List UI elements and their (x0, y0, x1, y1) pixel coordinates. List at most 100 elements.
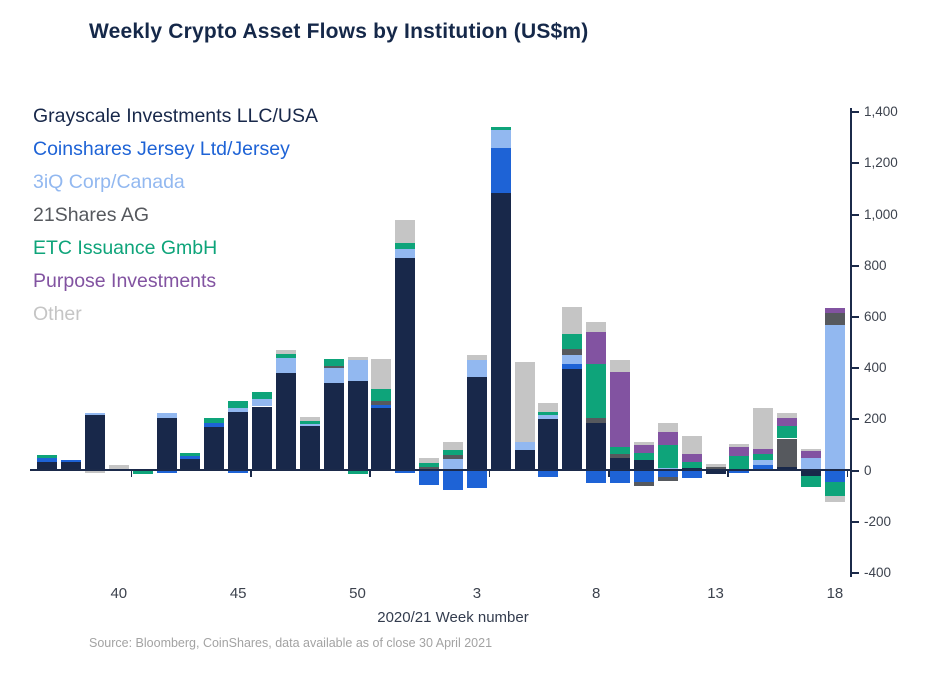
bar-segment-week-15-purpose (753, 448, 774, 454)
bar-segment-week-17-other (801, 448, 822, 452)
source-note: Source: Bloomberg, CoinShares, data avai… (89, 636, 493, 650)
bar-segment-week-2-coinshares (442, 470, 463, 490)
bar-segment-week-45-grayscale (228, 411, 249, 471)
bar-segment-week-41-etc (132, 470, 153, 475)
y-tick-label-1,400: 1,400 (864, 104, 898, 120)
bar-segment-week-38-coinshares (61, 460, 82, 462)
bar-segment-week-4-coinshares (490, 147, 511, 193)
x-tick-18 (846, 471, 849, 477)
y-tick-200 (851, 418, 859, 421)
bar-segment-week-38-grayscale (61, 461, 82, 471)
y-tick-1,200 (851, 162, 859, 165)
bar-segment-week-13-grayscale (705, 470, 726, 475)
bar-segment-week-8-coinshares (586, 470, 607, 484)
x-tick-40 (130, 471, 133, 477)
bar-segment-week-39-other (84, 470, 105, 474)
bar-segment-week-4-3iq (490, 130, 511, 148)
bar-segment-week-10-grayscale (633, 460, 654, 471)
bar-segment-week-11-other (657, 423, 678, 433)
bar-segment-week-17-3iq (801, 457, 822, 471)
bar-segment-week-10-coinshares (633, 470, 654, 483)
bar-segment-week-50-etc (347, 470, 368, 475)
bar-segment-week-10-21shares (633, 482, 654, 486)
bar-segment-week-37-grayscale (37, 461, 58, 471)
bar-segment-week-8-purpose (586, 332, 607, 365)
legend-item-etc: ETC Issuance GmbH (33, 237, 218, 259)
legend-item-3iq: 3iQ Corp/Canada (33, 171, 185, 193)
bar-segment-week-9-grayscale (610, 457, 631, 471)
bar-segment-week-52-coinshares (395, 470, 416, 474)
bar-segment-week-46-3iq (252, 398, 273, 407)
bar-segment-week-14-other (729, 443, 750, 448)
bar-segment-week-2-3iq (442, 458, 463, 471)
bar-segment-week-6-coinshares (538, 470, 559, 477)
y-tick-800 (851, 264, 859, 267)
bar-segment-week-9-etc (610, 447, 631, 454)
x-tick-label-8: 8 (592, 585, 601, 602)
bar-segment-week-3-coinshares (466, 470, 487, 489)
bar-segment-week-3-3iq (466, 360, 487, 378)
x-tick-50 (369, 471, 372, 477)
bar-segment-week-14-coinshares (729, 470, 750, 474)
y-tick-label-400: 400 (864, 360, 887, 376)
x-tick-label-18: 18 (826, 585, 844, 602)
bar-segment-week-45-coinshares (228, 470, 249, 474)
bar-segment-week-44-etc (204, 418, 225, 424)
y-tick-label-200: 200 (864, 411, 887, 427)
bar-segment-week-12-purpose (681, 453, 702, 462)
bar-segment-week-39-3iq (84, 412, 105, 416)
bar-segment-week-43-grayscale (180, 458, 201, 471)
y-tick-label--200: -200 (864, 513, 892, 529)
bar-segment-week-10-etc (633, 452, 654, 461)
bar-segment-week-13-other (705, 464, 726, 467)
bar-segment-week-2-other (442, 442, 463, 450)
bar-segment-week-17-grayscale (801, 470, 822, 476)
bar-segment-week-43-coinshares (180, 456, 201, 459)
bar-segment-week-14-purpose (729, 447, 750, 457)
bar-segment-week-47-3iq (275, 357, 296, 374)
bar-segment-week-49-grayscale (323, 383, 344, 471)
bar-segment-week-2-etc (442, 450, 463, 456)
legend-item-other: Other (33, 303, 82, 325)
bar-segment-week-48-3iq (299, 424, 320, 426)
bar-segment-week-11-etc (657, 444, 678, 468)
bar-segment-week-7-coinshares (562, 364, 583, 370)
bar-segment-week-18-other (824, 496, 845, 503)
y-tick-label-800: 800 (864, 257, 887, 273)
bar-segment-week-10-other (633, 442, 654, 445)
bar-segment-week-42-3iq (156, 412, 177, 418)
bar-segment-week-5-grayscale (514, 450, 535, 471)
bar-segment-week-49-21shares (323, 365, 344, 369)
bar-segment-week-43-etc (180, 452, 201, 457)
bar-segment-week-39-grayscale (84, 415, 105, 471)
bar-segment-week-52-etc (395, 242, 416, 250)
bar-segment-week-49-etc (323, 359, 344, 366)
y-tick-0 (851, 469, 859, 472)
bar-segment-week-47-other (275, 350, 296, 354)
bar-segment-week-52-other (395, 219, 416, 243)
bar-segment-week-3-other (466, 355, 487, 361)
y-tick--200 (851, 520, 859, 523)
y-tick-600 (851, 315, 859, 318)
bar-segment-week-50-grayscale (347, 380, 368, 471)
bar-segment-week-11-coinshares (657, 470, 678, 477)
bar-segment-week-18-purpose (824, 307, 845, 314)
y-axis-line (850, 108, 852, 577)
bar-segment-week-52-3iq (395, 249, 416, 258)
bar-segment-week-51-grayscale (371, 407, 392, 471)
legend-item-purpose: Purpose Investments (33, 270, 217, 292)
bar-segment-week-51-coinshares (371, 405, 392, 408)
y-tick-label-600: 600 (864, 308, 887, 324)
bar-segment-week-46-etc (252, 392, 273, 399)
bar-segment-week-7-3iq (562, 355, 583, 365)
bar-segment-week-16-purpose (777, 418, 798, 426)
bar-segment-week-47-grayscale (275, 373, 296, 471)
y-tick--400 (851, 571, 859, 574)
bar-segment-week-9-other (610, 360, 631, 372)
bar-segment-week-14-etc (729, 456, 750, 471)
bar-segment-week-44-grayscale (204, 426, 225, 471)
bar-segment-week-8-other (586, 322, 607, 333)
bar-segment-week-42-coinshares (156, 470, 177, 474)
bar-segment-week-6-etc (538, 411, 559, 416)
